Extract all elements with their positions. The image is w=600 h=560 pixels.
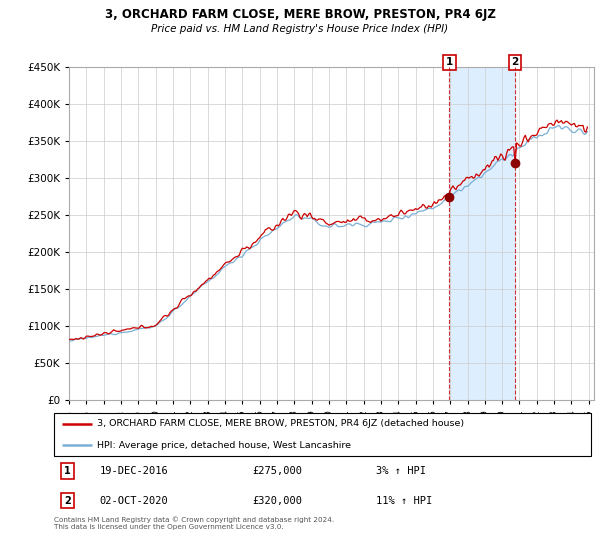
Text: 1: 1 xyxy=(64,466,71,476)
Text: 02-OCT-2020: 02-OCT-2020 xyxy=(100,496,169,506)
Text: 3, ORCHARD FARM CLOSE, MERE BROW, PRESTON, PR4 6JZ: 3, ORCHARD FARM CLOSE, MERE BROW, PRESTO… xyxy=(104,8,496,21)
Bar xyxy=(449,67,515,400)
Text: 19-DEC-2016: 19-DEC-2016 xyxy=(100,466,169,476)
Text: 2: 2 xyxy=(512,57,519,67)
Text: 3% ↑ HPI: 3% ↑ HPI xyxy=(376,466,426,476)
Text: 2: 2 xyxy=(64,496,71,506)
Text: 3, ORCHARD FARM CLOSE, MERE BROW, PRESTON, PR4 6JZ (detached house): 3, ORCHARD FARM CLOSE, MERE BROW, PRESTO… xyxy=(97,419,464,428)
Text: £320,000: £320,000 xyxy=(253,496,302,506)
Text: 11% ↑ HPI: 11% ↑ HPI xyxy=(376,496,433,506)
Text: HPI: Average price, detached house, West Lancashire: HPI: Average price, detached house, West… xyxy=(97,441,351,450)
Text: Contains HM Land Registry data © Crown copyright and database right 2024.
This d: Contains HM Land Registry data © Crown c… xyxy=(54,516,334,530)
Text: Price paid vs. HM Land Registry's House Price Index (HPI): Price paid vs. HM Land Registry's House … xyxy=(151,24,449,34)
FancyBboxPatch shape xyxy=(54,413,591,456)
Text: 1: 1 xyxy=(446,57,453,67)
Text: £275,000: £275,000 xyxy=(253,466,302,476)
